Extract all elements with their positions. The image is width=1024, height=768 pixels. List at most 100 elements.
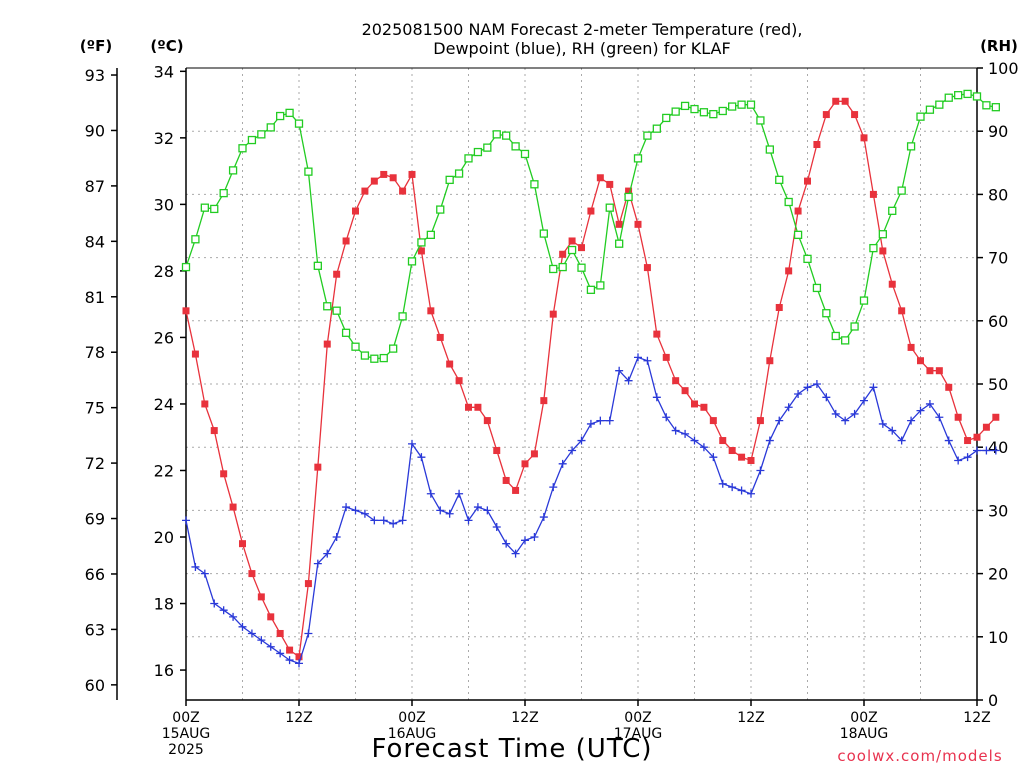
temperature-point [502,476,510,484]
temperature-point [370,177,378,185]
rh-point [294,119,304,128]
rh-point [454,169,464,178]
temperature-point [785,267,793,275]
temperature-point [436,333,444,341]
celsius-tick-label: 16 [154,661,174,680]
dewpoint-point [511,549,520,558]
temperature-point [210,427,218,435]
rh-point [718,106,727,116]
rh-point [304,167,313,176]
dewpoint-point [718,479,727,488]
rh-point [276,111,285,121]
dewpoint-point [615,366,624,375]
dewpoint-point [897,436,906,445]
dewpoint-point [530,533,539,542]
dewpoint-point [238,622,247,631]
temperature-point [992,413,1000,421]
dewpoint-point [313,559,322,568]
temperature-point [455,377,463,385]
rh-point [803,254,812,264]
temperature-point [681,387,689,395]
temperature-point [615,220,623,228]
temperature-point [267,613,275,621]
temperature-point [399,187,407,195]
x-tick-label: 12Z [963,710,990,726]
dewpoint-point [944,436,953,445]
temperature-point [512,486,520,494]
rh-point [567,245,577,255]
dewpoint-point [417,453,426,462]
rh-point [775,175,784,185]
dewpoint-point [586,419,595,428]
temperature-point [530,450,538,458]
temperature-point [869,190,877,198]
dewpoint-point [351,506,360,515]
temperature-point [813,141,821,149]
dewpoint-point [596,416,605,425]
temperature-point [709,417,717,425]
credit-text: coolwx.com/models [837,747,1002,765]
temperature-point [314,463,322,471]
rh-point [539,229,548,238]
rh-point [662,113,671,123]
rh-point [379,353,388,363]
temperature-point [201,400,209,408]
temperature-point [954,413,962,421]
x-tick-label: 12Z [737,710,764,726]
dewpoint-point [878,419,887,428]
fahrenheit-tick-label: 72 [85,454,105,473]
rh-point [492,130,501,139]
rh-tick-label: 0 [988,691,998,710]
rh-point [341,328,351,337]
dewpoint-point [709,453,718,462]
dewpoint-point [379,516,388,525]
rh-tick-label: 60 [988,312,1008,331]
temperature-point [446,360,454,368]
temperature-point [822,111,830,119]
x-tick-label: 15AUG [162,726,211,742]
temperature-point [672,377,680,385]
dewpoint-point [728,483,737,492]
dewpoint-point [360,509,369,518]
temperature-point [917,357,924,365]
rh-point [888,206,897,215]
dewpoint-point [605,416,614,425]
fahrenheit-tick-label: 66 [85,565,105,584]
rh-point [389,344,398,353]
dewpoint-point [991,446,1000,455]
dewpoint-point [464,516,473,525]
temperature-point [493,447,501,455]
dewpoint-point [389,519,398,528]
temperature-point [691,400,698,408]
rh-point [897,186,906,195]
rh-point [417,238,426,247]
chart-title-line-2: Dewpoint (blue), RH (green) for KLAF [433,39,730,58]
rh-point [370,354,379,363]
dewpoint-point [671,426,680,435]
dewpoint-point [342,503,351,512]
rh-tick-label: 90 [988,122,1008,141]
rh-point [228,166,238,175]
dewpoint-point [737,486,746,495]
fahrenheit-tick-label: 93 [85,66,105,85]
rh-point [558,262,567,272]
rh-point [530,180,539,189]
rh-point [972,92,982,101]
rh-point [605,203,614,212]
rh-point [436,205,445,214]
temperature-point [926,367,934,375]
rh-point [831,331,840,341]
temperature-point [380,170,388,178]
temperature-point [653,330,661,338]
temperature-point [832,97,840,105]
temperature-point [408,170,416,178]
temperature-point [643,264,651,272]
series-layer [181,89,1000,668]
dewpoint-point [426,489,435,498]
temperature-point [352,207,359,215]
celsius-tick-label: 30 [154,195,174,214]
rh-point [812,283,822,293]
temperature-point [182,307,190,315]
series-dewpoint [182,353,1000,668]
